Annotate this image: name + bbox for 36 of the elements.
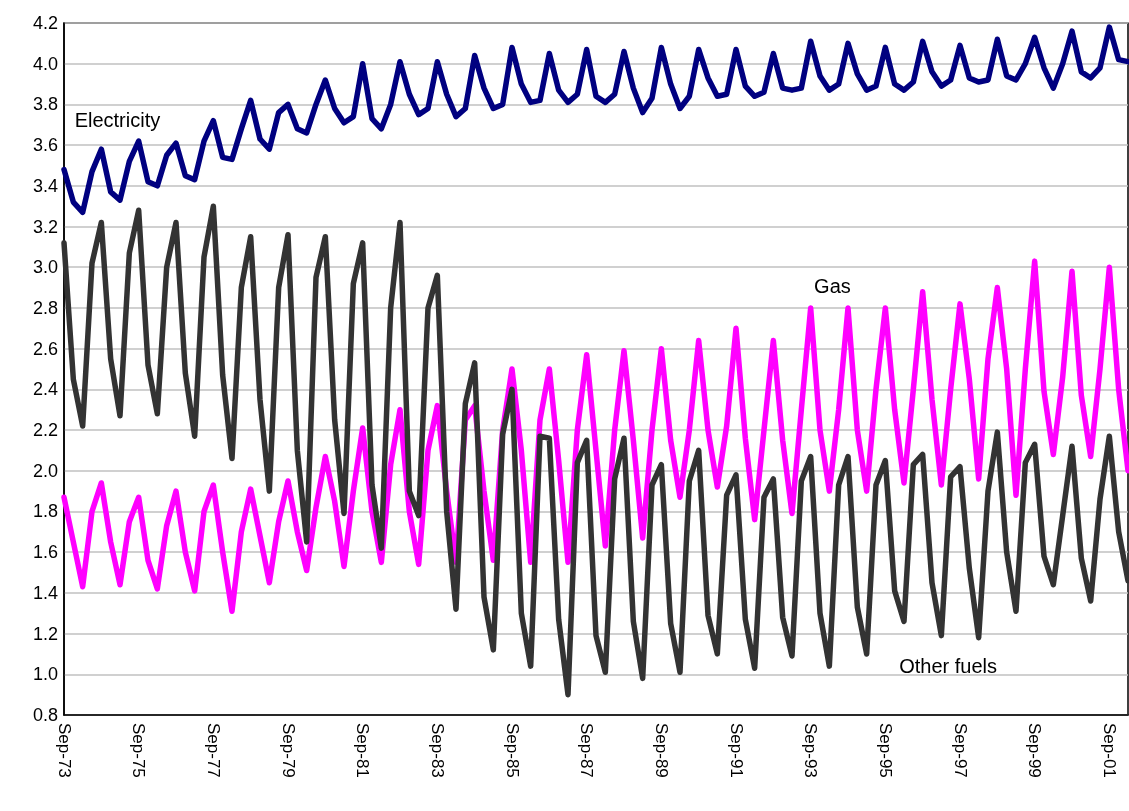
y-tick-label: 2.8 — [32, 297, 58, 318]
x-tick-label: Sep-75 — [129, 723, 149, 778]
x-tick-label: Sep-89 — [651, 723, 671, 778]
y-tick-label: 2.4 — [32, 379, 58, 400]
y-tick-label: 2.2 — [32, 420, 58, 441]
y-tick-label: 1.6 — [32, 542, 58, 563]
x-tick-label: Sep-85 — [502, 723, 522, 778]
y-tick-label: 1.2 — [32, 623, 58, 644]
y-tick-label: 1.8 — [32, 501, 58, 522]
y-tick-label: 1.0 — [32, 664, 58, 685]
x-tick-label: Sep-77 — [203, 723, 223, 778]
y-tick-label: 3.4 — [32, 175, 58, 196]
x-tick-label: Sep-91 — [726, 723, 746, 778]
series-label: Other fuels — [899, 655, 998, 678]
x-tick-label: Sep-87 — [577, 723, 597, 778]
y-tick-label: 4.0 — [32, 53, 58, 74]
x-tick-label: Sep-93 — [801, 723, 821, 778]
y-tick-label: 3.2 — [32, 216, 58, 237]
x-tick-label: Sep-95 — [875, 723, 895, 778]
series-label: Gas — [814, 274, 851, 297]
x-tick-label: Sep-81 — [353, 723, 373, 778]
x-tick-label: Sep-79 — [278, 723, 298, 778]
y-tick-label: 1.4 — [32, 582, 58, 603]
y-tick-label: 0.8 — [32, 705, 58, 725]
x-tick-label: Sep-99 — [1025, 723, 1045, 778]
y-tick-label: 2.6 — [32, 338, 58, 359]
y-tick-label: 2.0 — [32, 460, 58, 481]
x-tick-label: Sep-01 — [1099, 723, 1119, 778]
x-tick-label: Sep-83 — [427, 723, 447, 778]
x-tick-label: Sep-97 — [950, 723, 970, 778]
x-tick-label: Sep-73 — [54, 723, 74, 778]
y-tick-label: 3.0 — [32, 257, 58, 278]
y-tick-label: 4.2 — [32, 13, 58, 33]
y-tick-label: 3.8 — [32, 94, 58, 115]
y-tick-label: 3.6 — [32, 135, 58, 156]
series-label: Electricity — [74, 108, 161, 131]
